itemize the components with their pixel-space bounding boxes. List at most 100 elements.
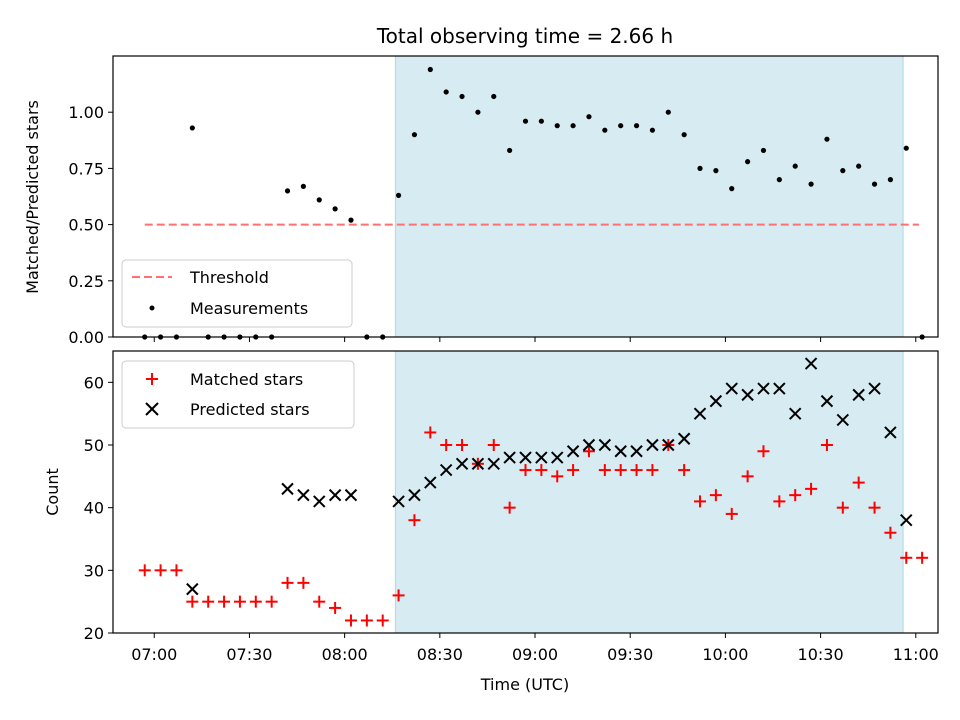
measurement-point bbox=[887, 177, 894, 183]
top-x-ticks bbox=[153, 337, 917, 342]
bottom-panel: 20 30 40 50 60 07:00 07:30 08:00 08:30 09:00 09:3… bbox=[43, 350, 939, 694]
matched-star-point bbox=[884, 526, 897, 539]
y-tick-label: 1.00 bbox=[68, 103, 104, 122]
matched-star-point bbox=[614, 464, 627, 477]
y-tick-label: 20 bbox=[84, 624, 104, 643]
measurement-point bbox=[427, 66, 433, 73]
predicted-star-point bbox=[551, 451, 564, 464]
matched-star-point bbox=[900, 551, 913, 564]
predicted-star-point bbox=[630, 445, 643, 458]
measurement-point bbox=[729, 186, 735, 192]
matched-star-point bbox=[519, 464, 532, 477]
matched-star-point bbox=[646, 464, 659, 477]
measurement-point bbox=[871, 181, 878, 187]
measurement-point bbox=[491, 93, 497, 100]
measurement-point bbox=[570, 123, 576, 129]
predicted-star-point bbox=[741, 388, 754, 402]
bottom-shaded-region bbox=[394, 350, 904, 634]
x-tick-label: 08:00 bbox=[322, 645, 368, 664]
measurement-point bbox=[681, 132, 687, 138]
matched-star-point bbox=[186, 595, 199, 608]
x-tick-label: 07:00 bbox=[131, 645, 177, 664]
measurement-point bbox=[332, 206, 338, 212]
predicted-star-point bbox=[455, 457, 469, 471]
measurement-point bbox=[760, 147, 767, 154]
measurement-point bbox=[411, 132, 418, 138]
bottom-x-ticks: 07:00 07:30 08:00 08:30 09:00 09:30 10:00 10:30… bbox=[131, 633, 939, 664]
predicted-star-point bbox=[582, 438, 596, 452]
measurement-point bbox=[856, 163, 862, 169]
x-tick-label: 11:00 bbox=[893, 645, 939, 664]
matched-star-point bbox=[709, 489, 722, 502]
top-plot-marks bbox=[142, 66, 925, 340]
matched-star-point bbox=[265, 595, 278, 608]
matched-star-point bbox=[154, 564, 167, 577]
x-tick-label: 07:30 bbox=[226, 645, 272, 664]
matched-star-point bbox=[138, 564, 151, 577]
predicted-star-point bbox=[773, 382, 786, 395]
measurement-point bbox=[618, 123, 624, 129]
matched-star-point bbox=[820, 439, 833, 451]
predicted-star-point bbox=[535, 451, 548, 464]
matched-star-point bbox=[249, 595, 262, 608]
predicted-star-point bbox=[598, 438, 612, 452]
matched-star-point bbox=[281, 576, 294, 589]
matched-star-point bbox=[567, 464, 580, 477]
legend-matched-swatch bbox=[146, 373, 158, 385]
matched-star-point bbox=[741, 470, 754, 483]
matched-star-point bbox=[551, 470, 564, 483]
measurement-point bbox=[189, 125, 195, 131]
bottom-legend-box bbox=[121, 360, 355, 429]
predicted-star-point bbox=[804, 357, 818, 370]
y-tick-label: 60 bbox=[84, 373, 104, 392]
measurement-point bbox=[348, 217, 354, 223]
predicted-star-point bbox=[646, 438, 659, 452]
x-tick-label: 09:30 bbox=[607, 645, 653, 664]
measurement-point bbox=[284, 188, 291, 194]
measurement-point bbox=[475, 109, 481, 115]
predicted-star-point bbox=[519, 451, 532, 464]
matched-star-point bbox=[678, 464, 691, 477]
predicted-star-point bbox=[677, 432, 691, 445]
x-axis-label: Time (UTC) bbox=[480, 675, 569, 694]
x-tick-label: 08:30 bbox=[417, 645, 463, 664]
matched-star-point bbox=[582, 445, 595, 458]
x-tick-label: 09:00 bbox=[512, 645, 558, 664]
measurement-point bbox=[602, 127, 608, 133]
measurement-point bbox=[395, 192, 402, 198]
measurement-point bbox=[824, 136, 830, 142]
matched-star-point bbox=[630, 464, 643, 477]
matched-star-point bbox=[297, 576, 310, 589]
matched-star-point bbox=[376, 614, 389, 627]
measurement-point bbox=[697, 165, 703, 171]
measurement-point bbox=[443, 89, 449, 95]
matched-star-point bbox=[344, 614, 357, 627]
measurement-point bbox=[776, 177, 782, 183]
measurement-point bbox=[792, 163, 798, 169]
matched-star-point bbox=[218, 595, 231, 608]
matched-star-point bbox=[773, 495, 786, 508]
bottom-y-axis-label: Count bbox=[43, 468, 62, 516]
predicted-star-point bbox=[789, 407, 802, 420]
predicted-star-point bbox=[424, 476, 437, 489]
legend-matched-label: Matched stars bbox=[190, 370, 303, 389]
predicted-star-point bbox=[725, 382, 738, 395]
predicted-star-point bbox=[487, 457, 500, 471]
measurement-point bbox=[459, 93, 465, 100]
measurement-point bbox=[840, 168, 846, 174]
bottom-y-ticks: 20 30 40 50 60 bbox=[84, 373, 113, 643]
y-tick-label: 0.75 bbox=[68, 159, 104, 178]
predicted-star-point bbox=[868, 382, 881, 395]
predicted-star-point bbox=[566, 445, 580, 458]
matched-star-point bbox=[424, 426, 437, 439]
x-tick-label: 10:00 bbox=[702, 645, 748, 664]
top-y-ticks: 0.00 0.25 0.50 0.75 1.00 bbox=[68, 103, 113, 347]
top-legend: Threshold Measurements bbox=[121, 259, 353, 328]
matched-star-point bbox=[868, 501, 881, 514]
matched-star-point bbox=[836, 501, 849, 514]
bottom-plot-frame bbox=[112, 350, 939, 634]
legend-predicted-swatch bbox=[145, 402, 159, 416]
predicted-star-point bbox=[503, 451, 516, 464]
matched-star-point bbox=[852, 476, 865, 489]
